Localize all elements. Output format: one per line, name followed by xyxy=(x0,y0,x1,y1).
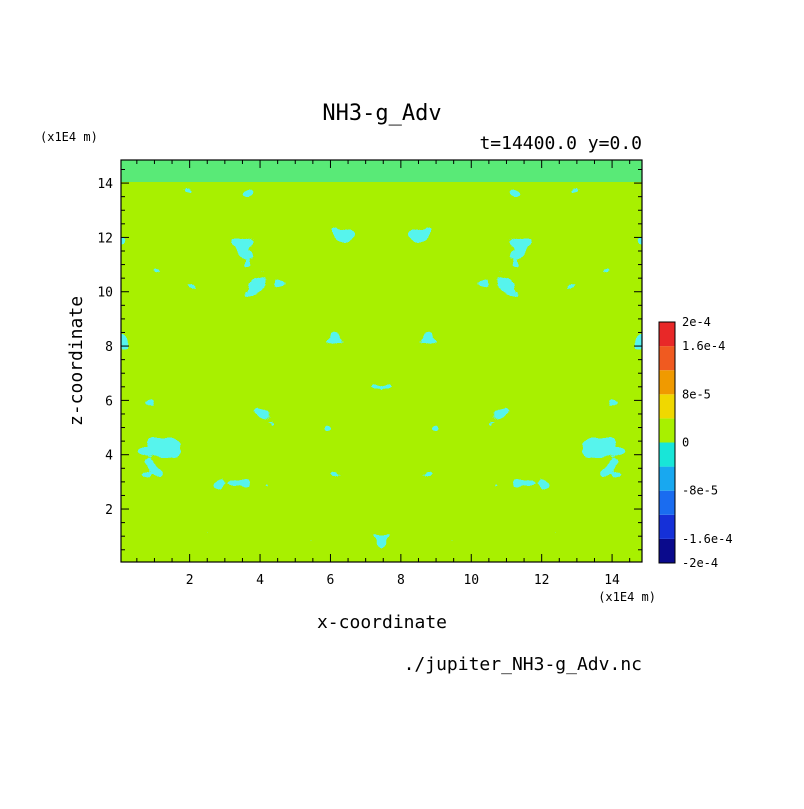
x-axis-ticks: 2 4 6 8 10 12 14 xyxy=(136,160,631,588)
field-left-half xyxy=(121,160,382,562)
colorbar-swatch xyxy=(659,394,675,419)
colorbar-swatch xyxy=(659,466,675,491)
x-tick-label: 10 xyxy=(463,573,479,588)
x-axis-label: x-coordinate xyxy=(317,612,447,633)
chart-subtitle: t=14400.0 y=0.0 xyxy=(479,133,642,154)
y-tick-label: 4 xyxy=(105,449,113,464)
y-unit-label: (x1E4 m) xyxy=(40,130,98,144)
colorbar-swatch xyxy=(659,490,675,515)
y-tick-label: 12 xyxy=(97,231,113,246)
colorbar-label: 2e-4 xyxy=(682,315,711,329)
colorbar-frame xyxy=(658,321,676,564)
colorbar-label: -1.6e-4 xyxy=(682,532,733,546)
x-tick-label: 4 xyxy=(256,573,264,588)
y-tick-label: 14 xyxy=(97,177,113,192)
colorbar-label: -8e-5 xyxy=(682,484,718,498)
colorbar-swatch xyxy=(659,418,675,443)
x-tick-label: 6 xyxy=(327,573,335,588)
y-axis-label: z-coordinate xyxy=(66,296,87,426)
colorbar-label: -2e-4 xyxy=(682,556,718,570)
y-tick-label: 2 xyxy=(105,503,113,518)
colorbar-swatch xyxy=(659,514,675,539)
colorbar-swatch xyxy=(659,370,675,395)
colorbar: 2e-4 1.6e-4 8e-5 0 -8e-5 -1.6e-4 -2e-4 xyxy=(658,315,733,570)
x-tick-label: 8 xyxy=(397,573,405,588)
y-tick-label: 8 xyxy=(105,340,113,355)
colorbar-swatch xyxy=(659,442,675,467)
plot-frame xyxy=(120,159,643,563)
field-area xyxy=(121,160,642,562)
field-right-half xyxy=(381,160,642,562)
y-tick-label: 6 xyxy=(105,394,113,409)
y-tick-label: 10 xyxy=(97,286,113,301)
x-tick-label: 2 xyxy=(186,573,194,588)
chart-title: NH3-g_Adv xyxy=(322,101,441,126)
field-top-band xyxy=(121,160,642,182)
colorbar-label: 1.6e-4 xyxy=(682,339,725,353)
colorbar-swatch xyxy=(659,346,675,371)
colorbar-swatch xyxy=(659,538,675,563)
x-unit-label: (x1E4 m) xyxy=(598,590,656,604)
file-name-label: ./jupiter_NH3-g_Adv.nc xyxy=(404,654,642,675)
y-axis-ticks: 2 4 6 8 10 12 14 xyxy=(97,169,642,551)
x-tick-label: 12 xyxy=(534,573,550,588)
x-tick-label: 14 xyxy=(604,573,620,588)
colorbar-label: 0 xyxy=(682,436,689,450)
colorbar-label: 8e-5 xyxy=(682,387,711,401)
colorbar-swatch xyxy=(659,322,675,347)
